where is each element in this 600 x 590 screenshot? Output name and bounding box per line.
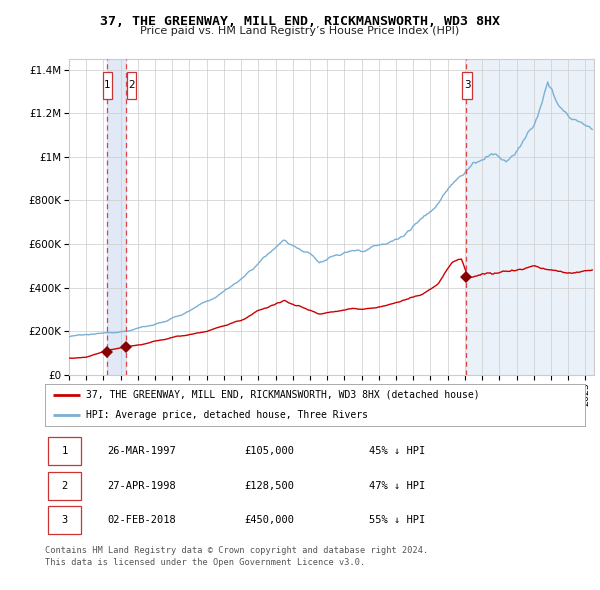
Text: HPI: Average price, detached house, Three Rivers: HPI: Average price, detached house, Thre… (86, 409, 367, 419)
Bar (466, 59, 594, 375)
Text: £105,000: £105,000 (245, 446, 295, 456)
Text: Price paid vs. HM Land Registry’s House Price Index (HPI): Price paid vs. HM Land Registry’s House … (140, 26, 460, 36)
Text: 02-FEB-2018: 02-FEB-2018 (107, 516, 176, 526)
Text: 2: 2 (128, 80, 135, 90)
Text: 1: 1 (61, 446, 68, 456)
Text: 2: 2 (61, 481, 68, 491)
Bar (107, 59, 126, 375)
Text: 45% ↓ HPI: 45% ↓ HPI (369, 446, 425, 456)
Text: 55% ↓ HPI: 55% ↓ HPI (369, 516, 425, 526)
Text: 37, THE GREENWAY, MILL END, RICKMANSWORTH, WD3 8HX (detached house): 37, THE GREENWAY, MILL END, RICKMANSWORT… (86, 390, 479, 400)
Text: 27-APR-1998: 27-APR-1998 (107, 481, 176, 491)
Text: 3: 3 (464, 80, 470, 90)
Text: £450,000: £450,000 (245, 516, 295, 526)
Text: 26-MAR-1997: 26-MAR-1997 (107, 446, 176, 456)
FancyBboxPatch shape (48, 472, 81, 500)
FancyBboxPatch shape (48, 506, 81, 535)
Text: Contains HM Land Registry data © Crown copyright and database right 2024.: Contains HM Land Registry data © Crown c… (45, 546, 428, 555)
Text: 47% ↓ HPI: 47% ↓ HPI (369, 481, 425, 491)
FancyBboxPatch shape (103, 71, 112, 99)
Text: 37, THE GREENWAY, MILL END, RICKMANSWORTH, WD3 8HX: 37, THE GREENWAY, MILL END, RICKMANSWORT… (100, 15, 500, 28)
Text: 1: 1 (104, 80, 110, 90)
FancyBboxPatch shape (127, 71, 136, 99)
FancyBboxPatch shape (463, 71, 472, 99)
FancyBboxPatch shape (48, 437, 81, 466)
Text: This data is licensed under the Open Government Licence v3.0.: This data is licensed under the Open Gov… (45, 558, 365, 567)
Text: £128,500: £128,500 (245, 481, 295, 491)
Text: 3: 3 (61, 516, 68, 526)
